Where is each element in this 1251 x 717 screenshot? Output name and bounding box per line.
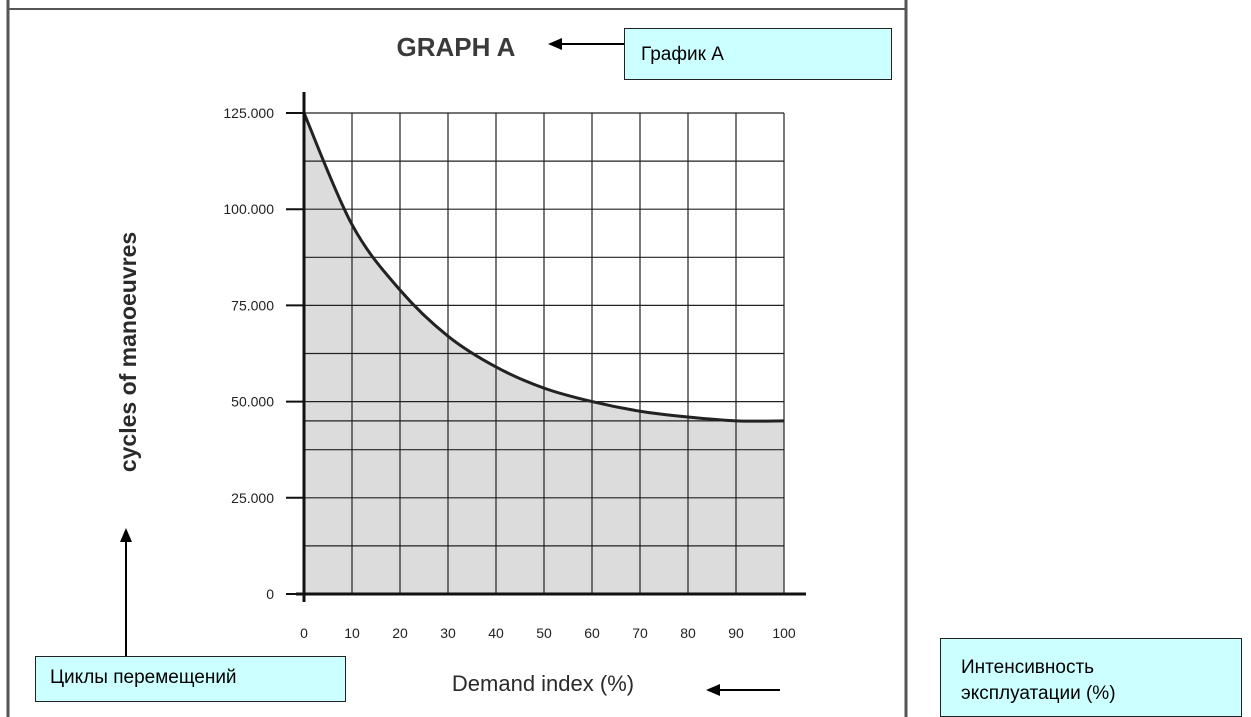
x-tick-label: 80 (680, 625, 696, 641)
y-tick-label: 0 (266, 586, 274, 602)
y-tick-label: 100.000 (223, 201, 274, 217)
callout-ylabel-ru-text: Циклы перемещений (50, 667, 237, 688)
x-tick-labels: 0 10 20 30 40 50 60 70 80 90 100 (300, 625, 796, 641)
x-tick-label: 90 (728, 625, 744, 641)
x-tick-label: 60 (584, 625, 600, 641)
x-tick-label: 100 (772, 625, 796, 641)
y-tick-labels: 0 25.000 50.000 75.000 100.000 125.000 (223, 105, 274, 602)
callout-xlabel-ru-line1: Интенсивность (961, 657, 1095, 678)
grid (304, 112, 785, 594)
axes (286, 92, 806, 602)
x-tick-label: 70 (632, 625, 648, 641)
arrow-xlabel (706, 684, 780, 696)
plot-area: 0 25.000 50.000 75.000 100.000 125.000 0 10 20 3… (223, 92, 806, 641)
x-tick-label: 0 (300, 625, 308, 641)
callout-xlabel-ru-line2: эксплуатации (%) (961, 683, 1116, 704)
x-tick-label: 40 (488, 625, 504, 641)
callout-title-ru: График A (624, 28, 892, 80)
y-tick-label: 75.000 (231, 297, 274, 313)
x-tick-label: 30 (440, 625, 456, 641)
y-tick-label: 50.000 (231, 394, 274, 410)
chart-title: GRAPH A (397, 32, 516, 62)
y-tick-label: 125.000 (223, 105, 274, 121)
x-tick-label: 20 (392, 625, 408, 641)
x-tick-label: 10 (344, 625, 360, 641)
area-fill (304, 113, 784, 594)
y-tick-label: 25.000 (231, 490, 274, 506)
series-line (302, 112, 785, 423)
x-axis-title: Demand index (%) (452, 671, 634, 696)
y-axis-title: cycles of manoeuvres (115, 232, 141, 472)
x-tick-label: 50 (536, 625, 552, 641)
callout-xlabel-ru: Интенсивность эксплуатации (%) (940, 638, 1242, 717)
arrow-ylabel (120, 528, 132, 658)
callout-ylabel-ru: Циклы перемещений (35, 656, 346, 702)
arrow-title (548, 38, 624, 50)
